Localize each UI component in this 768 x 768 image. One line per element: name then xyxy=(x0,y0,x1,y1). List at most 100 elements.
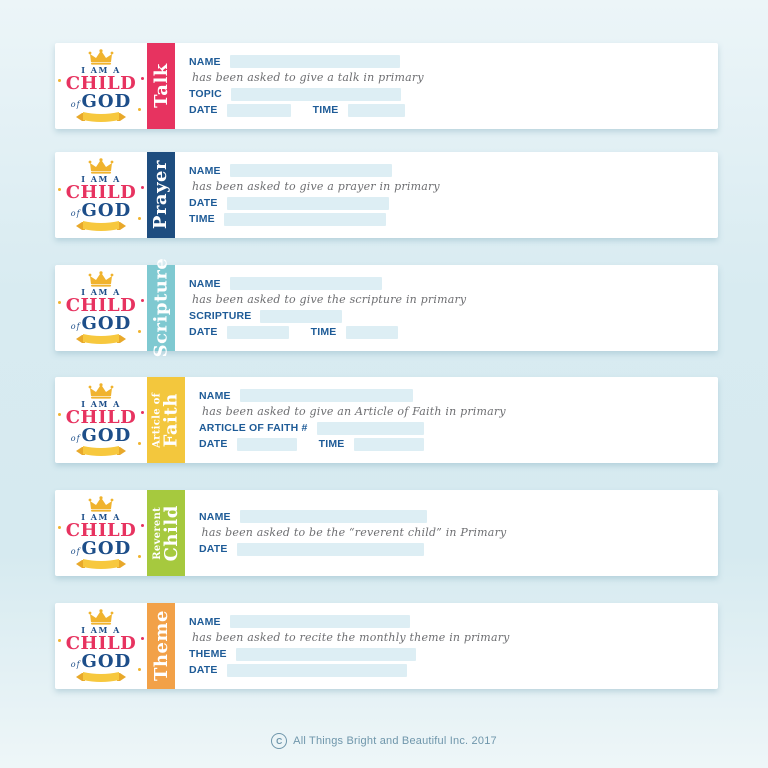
crown-icon xyxy=(88,609,114,625)
logo: I AM A CHILD of GOD xyxy=(55,603,147,689)
scripture-row: SCRIPTURE xyxy=(189,309,700,323)
date-label: DATE xyxy=(189,197,218,210)
date-label: DATE xyxy=(189,104,218,117)
copyright-text: All Things Bright and Beautiful Inc. 201… xyxy=(293,735,497,747)
logo-of: of xyxy=(70,100,81,109)
time-field-blank xyxy=(353,437,424,451)
theme-row: THEME xyxy=(189,647,700,661)
ribbon-icon xyxy=(76,559,126,569)
crown-icon xyxy=(88,383,114,399)
slip-talk-fields: NAME has been asked to give a talk in pr… xyxy=(189,43,700,129)
tab-scripture-label-wrap: Scripture xyxy=(150,258,171,358)
tab-theme-label-wrap: Theme xyxy=(150,611,171,682)
logo-line-1: I AM A xyxy=(81,174,121,184)
name-label: NAME xyxy=(189,164,221,177)
name-row: NAME xyxy=(189,164,700,178)
slip-reverent-child: I AM A CHILD of GOD Reverent Child NAME h… xyxy=(55,490,718,576)
slip-scripture: I AM A CHILD of GOD Scripture NAME has be… xyxy=(55,258,718,358)
crown-icon xyxy=(88,49,114,65)
time-label: TIME xyxy=(189,213,215,226)
time-field-blank xyxy=(223,212,386,226)
name-row: NAME xyxy=(189,615,700,629)
date-row: DATE xyxy=(189,196,700,210)
date-time-row: DATE TIME xyxy=(189,325,700,339)
logo-line-3: of GOD xyxy=(71,653,131,671)
instruction-text: has been asked to be the “reverent child… xyxy=(201,526,507,540)
logo-of: of xyxy=(70,434,81,443)
name-field-blank xyxy=(229,55,400,69)
date-time-row: DATE TIME xyxy=(199,437,700,451)
slip-article-of-faith: I AM A CHILD of GOD Article of Faith NAME… xyxy=(55,377,718,463)
crown-icon xyxy=(88,158,114,174)
name-label: NAME xyxy=(199,389,231,402)
time-label: TIME xyxy=(310,326,337,339)
name-field-blank xyxy=(229,277,382,291)
slip-reverent-child-fields: NAME has been asked to be the “reverent … xyxy=(199,490,700,576)
logo-line-2: CHILD xyxy=(57,73,144,94)
date-row: DATE xyxy=(199,542,700,556)
name-row: NAME xyxy=(189,55,700,69)
slip-theme: I AM A CHILD of GOD Theme NAME has been a… xyxy=(55,603,718,689)
theme-field-blank xyxy=(235,647,416,661)
logo-line-3-text: GOD xyxy=(81,651,132,672)
logo: I AM A CHILD of GOD xyxy=(55,377,147,463)
article-of-faith-number-row: ARTICLE OF FAITH # xyxy=(199,421,700,435)
name-row: NAME xyxy=(199,389,700,403)
instruction-text: has been asked to give the scripture in … xyxy=(192,293,467,307)
slip-theme-fields: NAME has been asked to recite the monthl… xyxy=(189,603,700,689)
ribbon-icon xyxy=(76,334,126,344)
logo-line-3-text: GOD xyxy=(81,425,132,446)
date-label: DATE xyxy=(199,543,228,556)
date-label: DATE xyxy=(199,438,228,451)
crown-icon xyxy=(88,496,114,512)
ribbon-icon xyxy=(76,672,126,682)
slip-prayer: I AM A CHILD of GOD Prayer NAME has been … xyxy=(55,152,718,238)
crown-icon xyxy=(88,271,114,287)
date-field-blank xyxy=(236,437,297,451)
name-field-blank xyxy=(239,389,413,403)
logo: I AM A CHILD of GOD xyxy=(55,43,147,129)
topic-row: TOPIC xyxy=(189,87,700,101)
time-label: TIME xyxy=(318,438,345,451)
logo-line-1: I AM A xyxy=(81,399,121,409)
logo-line-1: I AM A xyxy=(81,287,121,297)
tab-reverent-child-label-wrap: Reverent Child xyxy=(152,505,182,561)
tab-reverent-child: Reverent Child xyxy=(147,490,185,576)
name-label: NAME xyxy=(199,510,231,523)
date-field-blank xyxy=(226,103,291,117)
ribbon-icon xyxy=(76,446,126,456)
logo-of: of xyxy=(70,209,81,218)
tab-article-of-faith: Article of Faith xyxy=(147,377,185,463)
slip-talk: I AM A CHILD of GOD Talk NAME has been as… xyxy=(55,43,718,129)
tab-article-of-faith-label-wrap: Article of Faith xyxy=(152,392,182,447)
date-field-blank xyxy=(226,196,389,210)
logo-line-1: I AM A xyxy=(81,512,121,522)
ribbon-icon xyxy=(76,221,126,231)
tab-talk: Talk xyxy=(147,43,175,129)
time-label: TIME xyxy=(312,104,339,117)
tab-talk-label: Talk xyxy=(150,63,172,109)
date-field-blank xyxy=(226,663,407,677)
ribbon-icon xyxy=(76,112,126,122)
name-field-blank xyxy=(239,510,427,524)
instruction-text: has been asked to give an Article of Fai… xyxy=(202,405,506,419)
logo-line-3: of GOD xyxy=(71,202,131,220)
theme-label: THEME xyxy=(189,648,227,661)
date-label: DATE xyxy=(189,326,218,339)
tab-prayer: Prayer xyxy=(147,152,175,238)
name-field-blank xyxy=(229,615,410,629)
logo-line-2: CHILD xyxy=(57,295,144,316)
instruction-text: has been asked to recite the monthly the… xyxy=(192,631,510,645)
topic-label: TOPIC xyxy=(189,88,222,101)
article-of-faith-number-label: ARTICLE OF FAITH # xyxy=(199,422,308,435)
tab-talk-label-wrap: Talk xyxy=(150,63,172,109)
name-row: NAME xyxy=(199,510,700,524)
time-row: TIME xyxy=(189,212,700,226)
logo-line-3-text: GOD xyxy=(81,200,132,221)
logo-line-3: of GOD xyxy=(71,540,131,558)
logo-line-3: of GOD xyxy=(71,93,131,111)
name-row: NAME xyxy=(189,277,700,291)
tab-scripture: Scripture xyxy=(147,258,175,358)
name-label: NAME xyxy=(189,55,221,68)
logo-line-2: CHILD xyxy=(57,633,144,654)
